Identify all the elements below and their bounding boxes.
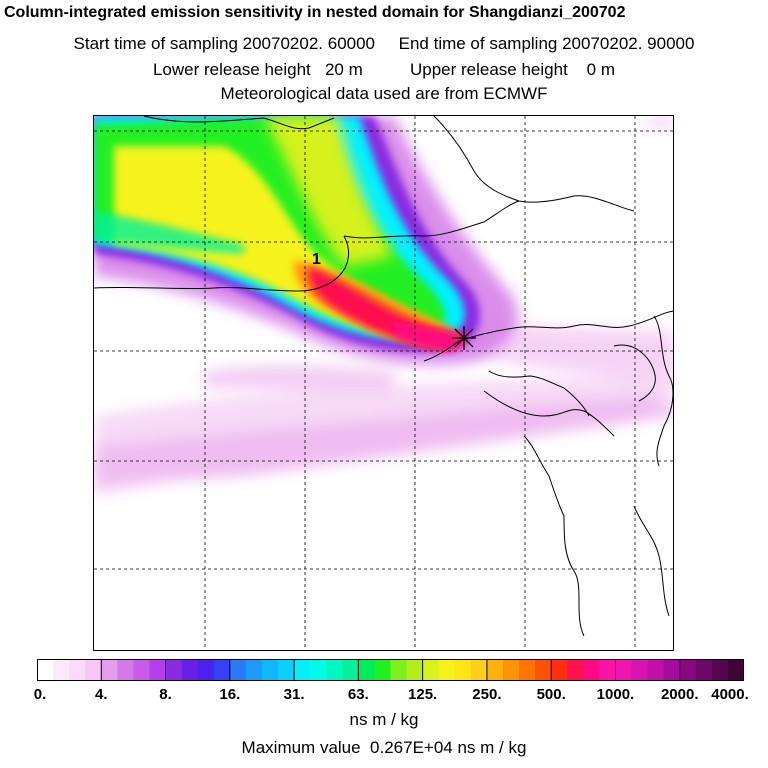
colorbar-cell (519, 659, 536, 681)
colorbar-tick-label: 2000. (660, 686, 699, 703)
colorbar-cell (583, 659, 600, 681)
colorbar-cell (117, 659, 135, 681)
meteorology-line: Meteorological data used are from ECMWF (220, 84, 548, 103)
colorbar-tick-label: 250. (472, 686, 502, 703)
map-title: Column-integrated emission sensitivity i… (4, 4, 626, 21)
colorbar-cell (229, 659, 247, 681)
colorbar-cell (261, 659, 279, 681)
colorbar-cell (454, 659, 472, 681)
colorbar-cell (85, 659, 102, 681)
colorbar-cell (37, 659, 54, 681)
colorbar-cell (663, 659, 681, 681)
colorbar-cell (631, 659, 649, 681)
colorbar-tick-label: 16. (219, 686, 241, 703)
colorbar-cell (502, 659, 520, 681)
colorbar-tick-label: 0. (33, 686, 47, 703)
plume (94, 116, 519, 365)
colorbar-tick-label: 4000. (711, 686, 749, 703)
colorbar-cell (535, 659, 552, 681)
colorbar-cell (278, 659, 295, 681)
map-panel: 1 (93, 115, 674, 651)
coastlines (94, 116, 673, 637)
colorbar-cell (165, 659, 183, 681)
colorbar-cell (213, 659, 231, 681)
colorbar-cell (422, 659, 440, 681)
colorbar-cell (245, 659, 263, 681)
low-sensitivity-band (94, 116, 673, 496)
receptor-star-icon (452, 326, 476, 350)
colorbar-tick-label: 125. (408, 686, 438, 703)
colorbar-cell (406, 659, 424, 681)
colorbar-cell (342, 659, 359, 681)
colorbar-tick-label: 8. (159, 686, 172, 703)
colorbar-tick-label: 1000. (596, 686, 635, 703)
sampling-time-line: Start time of sampling 20070202. 60000 E… (73, 34, 695, 53)
colorbar-cell (101, 659, 118, 681)
colorbar-cell (133, 659, 151, 681)
colorbar-cell (567, 659, 584, 681)
colorbar-cell (599, 659, 617, 681)
release-height-line: Lower release height 20 m Upper release … (152, 60, 616, 79)
colorbar-cell (294, 659, 311, 681)
colorbar-cell (438, 659, 456, 681)
colorbar-cell (470, 659, 488, 681)
colorbar-cell (358, 659, 376, 681)
colorbar-cell (197, 659, 215, 681)
colorbar-unit: ns m / kg (349, 710, 419, 729)
colorbar-cell (615, 659, 633, 681)
colorbar-cell (374, 659, 392, 681)
colorbar-tick-label: 63. (347, 686, 369, 703)
colorbar-cell (149, 659, 167, 681)
colorbar-tick-label: 500. (536, 686, 566, 703)
colorbar-cell (181, 659, 199, 681)
colorbar-cell (647, 659, 665, 681)
colorbar-cell (69, 659, 86, 681)
colorbar-cell (551, 659, 568, 681)
colorbar-cell (390, 659, 408, 681)
maximum-value: Maximum value 0.267E+04 ns m / kg (241, 738, 527, 757)
colorbar-tick-label: 31. (283, 686, 305, 703)
graticule (94, 116, 673, 650)
colorbar-cell (310, 659, 327, 681)
colorbar-cell (326, 659, 343, 681)
colorbar-cell (53, 659, 70, 681)
colorbar-cell (486, 659, 504, 681)
colorbar-tick-label: 4. (95, 686, 108, 703)
colorbar-cell (695, 659, 713, 681)
colorbar (37, 659, 744, 681)
colorbar-cell (711, 659, 729, 681)
colorbar-cell (727, 659, 744, 681)
colorbar-cell (679, 659, 697, 681)
sensitivity-map: 1 (94, 116, 673, 650)
cluster-label: 1 (312, 251, 321, 268)
